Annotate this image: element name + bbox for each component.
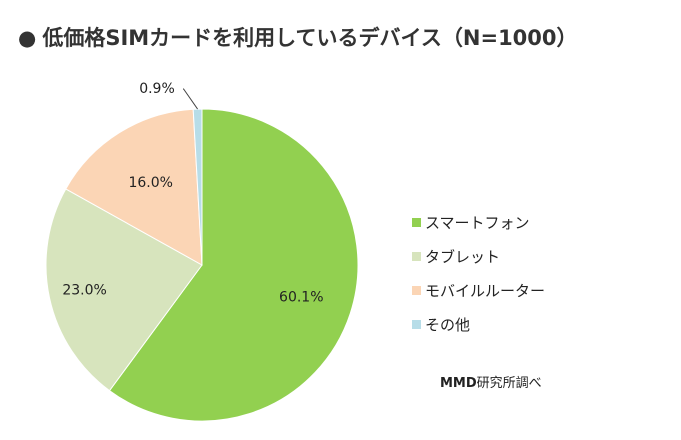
chart-title-text: 低価格SIMカードを利用しているデバイス（N=1000） <box>42 26 578 50</box>
legend-label-1: スマートフォン <box>425 213 530 232</box>
credit-brand: MMD <box>440 376 477 391</box>
source-credit: MMD研究所調べ <box>440 372 542 391</box>
pie-slice-1 <box>108 108 359 422</box>
credit-text: 研究所調べ <box>476 376 542 391</box>
legend-swatch-2 <box>412 251 421 261</box>
slice-label-4: 0.9% <box>139 81 175 97</box>
legend-swatch-3 <box>412 285 421 295</box>
legend-label-4: その他 <box>425 315 471 334</box>
slice-label-1: 60.1% <box>279 290 323 306</box>
legend-swatch-1 <box>412 217 421 227</box>
legend-item-3: モバイルルーター <box>412 273 545 307</box>
legend-item-1: スマートフォン <box>412 205 545 239</box>
chart-title: ● 低価格SIMカードを利用しているデバイス（N=1000） <box>18 22 578 52</box>
pie-slice-2 <box>45 188 203 392</box>
chart-legend: スマートフォン タブレットモバイルルーター その他 <box>412 205 545 341</box>
legend-item-4: その他 <box>412 307 545 341</box>
leader-line-4 <box>183 88 198 110</box>
slice-label-3: 16.0% <box>128 175 172 191</box>
legend-label-2: タブレット <box>425 247 501 266</box>
title-bullet-icon: ● <box>18 26 37 50</box>
legend-label-3: モバイルルーター <box>425 281 546 300</box>
legend-swatch-4 <box>412 319 421 329</box>
slice-label-2: 23.0% <box>62 283 106 299</box>
legend-item-2: タブレット <box>412 239 545 273</box>
pie-slice-3 <box>65 108 203 266</box>
